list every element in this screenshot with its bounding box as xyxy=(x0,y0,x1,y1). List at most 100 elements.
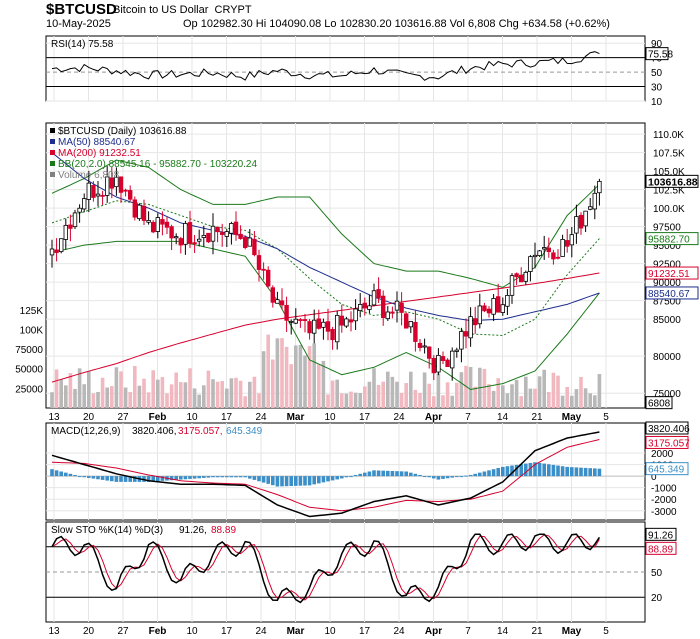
candle-body xyxy=(344,318,349,327)
macd-histogram-bar xyxy=(349,476,353,478)
macd-histogram-bar xyxy=(344,476,349,478)
x-tick-label: 13 xyxy=(48,412,60,423)
volume-bar xyxy=(284,346,289,408)
x-tick-label-bottom: Mar xyxy=(287,626,305,637)
candle-body xyxy=(256,255,262,270)
volume-bar xyxy=(303,355,307,408)
candle-body xyxy=(224,231,229,237)
macd-value-label: 645.349 xyxy=(648,465,685,476)
volume-bar xyxy=(349,391,353,408)
x-tick-label-bottom: Apr xyxy=(425,626,442,637)
macd-histogram-bar xyxy=(505,466,510,477)
candle-body xyxy=(270,287,275,303)
candle-body xyxy=(307,321,312,334)
macd-histogram-bar xyxy=(321,476,326,483)
macd-histogram-bar xyxy=(395,471,399,477)
price-tick-label: 97500 xyxy=(653,223,681,234)
legend-entry: MA(50) 88540.67 xyxy=(58,137,136,148)
price-value-box xyxy=(645,266,699,280)
candle-body xyxy=(574,216,579,234)
macd-histogram-bar xyxy=(409,472,413,477)
volume-last-value: 6808 xyxy=(648,399,671,410)
volume-bar xyxy=(137,385,142,408)
macd-tick-label: 0 xyxy=(651,472,657,483)
candle-body xyxy=(242,237,248,248)
candle-body xyxy=(173,236,179,239)
candle-body xyxy=(519,274,524,283)
legend-swatch xyxy=(50,161,55,166)
candle-body xyxy=(132,199,137,218)
price-tick-label: 95000 xyxy=(653,241,681,252)
candle-body xyxy=(546,247,551,253)
volume-bar xyxy=(275,338,280,408)
symbol: $BTCUSD xyxy=(46,1,117,18)
candle-body xyxy=(495,296,501,313)
price-value-box xyxy=(645,232,699,246)
x-tick-label: 17 xyxy=(221,412,233,423)
macd-histogram-bar xyxy=(597,468,602,477)
macd-histogram-bar xyxy=(280,476,284,487)
volume-bar xyxy=(312,343,316,408)
rsi-tick-label: 90 xyxy=(651,39,663,50)
exchange: CRYPT xyxy=(214,4,252,16)
macd-histogram-bar xyxy=(183,476,188,480)
volume-bar xyxy=(234,377,238,408)
volume-bar xyxy=(151,370,155,408)
volume-bar xyxy=(560,395,565,408)
bb-lower-band xyxy=(51,240,600,391)
x-tick-label-bottom: 13 xyxy=(48,626,60,637)
candle-body xyxy=(109,177,114,189)
candle-body xyxy=(426,346,432,359)
volume-bar xyxy=(252,376,257,408)
macd-signal-line xyxy=(51,439,600,512)
candle-body xyxy=(417,342,423,348)
volume-bar xyxy=(533,388,537,408)
macd-histogram-bar xyxy=(422,476,427,478)
rsi-tick-label: 10 xyxy=(651,97,663,108)
x-tick-label: Apr xyxy=(425,412,442,423)
x-tick-label: 20 xyxy=(83,412,95,423)
macd-histogram-bar xyxy=(358,473,362,477)
price-value-label: 88540.67 xyxy=(648,289,690,300)
volume-bar xyxy=(381,381,385,408)
volume-bar xyxy=(376,384,381,408)
macd-value-box xyxy=(645,462,689,476)
macd-histogram-bar xyxy=(271,476,275,486)
macd-histogram-bar xyxy=(261,476,266,483)
volume-bar xyxy=(206,370,211,408)
candle-body xyxy=(100,194,105,197)
candle-body xyxy=(459,331,464,350)
volume-bar xyxy=(537,376,542,408)
macd-histogram-bar xyxy=(123,476,128,482)
candle-body xyxy=(178,238,183,246)
candle-body xyxy=(339,315,344,326)
macd-histogram-bar xyxy=(537,462,542,477)
volume-bar xyxy=(188,368,192,408)
candle-body xyxy=(353,308,358,322)
x-tick-label: 24 xyxy=(393,412,405,423)
stochastic-d-value: 88.89 xyxy=(211,525,236,536)
volume-bar xyxy=(491,390,496,408)
volume-bar xyxy=(556,375,560,408)
candle-body xyxy=(293,318,298,324)
candle-body xyxy=(436,354,441,373)
volume-bar xyxy=(468,366,473,408)
candle-body xyxy=(583,210,588,227)
stochastic-tick-label: 20 xyxy=(651,593,663,604)
macd-histogram-bar xyxy=(284,476,289,487)
volume-bar xyxy=(542,369,546,408)
volume-bar xyxy=(238,380,243,408)
macd-histogram-bar xyxy=(432,476,436,479)
x-tick-label-bottom: 17 xyxy=(359,626,371,637)
volume-bar xyxy=(87,370,91,408)
candle-body xyxy=(565,240,570,247)
x-tick-label: 10 xyxy=(186,412,198,423)
legend-entry: Volume 6,808 xyxy=(58,170,120,181)
candle-body xyxy=(413,321,418,342)
macd-histogram-bar xyxy=(119,476,123,482)
volume-bar xyxy=(390,376,395,408)
candle-body xyxy=(357,304,363,312)
candle-body xyxy=(247,237,252,247)
macd-histogram-bar xyxy=(491,469,496,477)
stochastic-value-box xyxy=(645,527,677,541)
